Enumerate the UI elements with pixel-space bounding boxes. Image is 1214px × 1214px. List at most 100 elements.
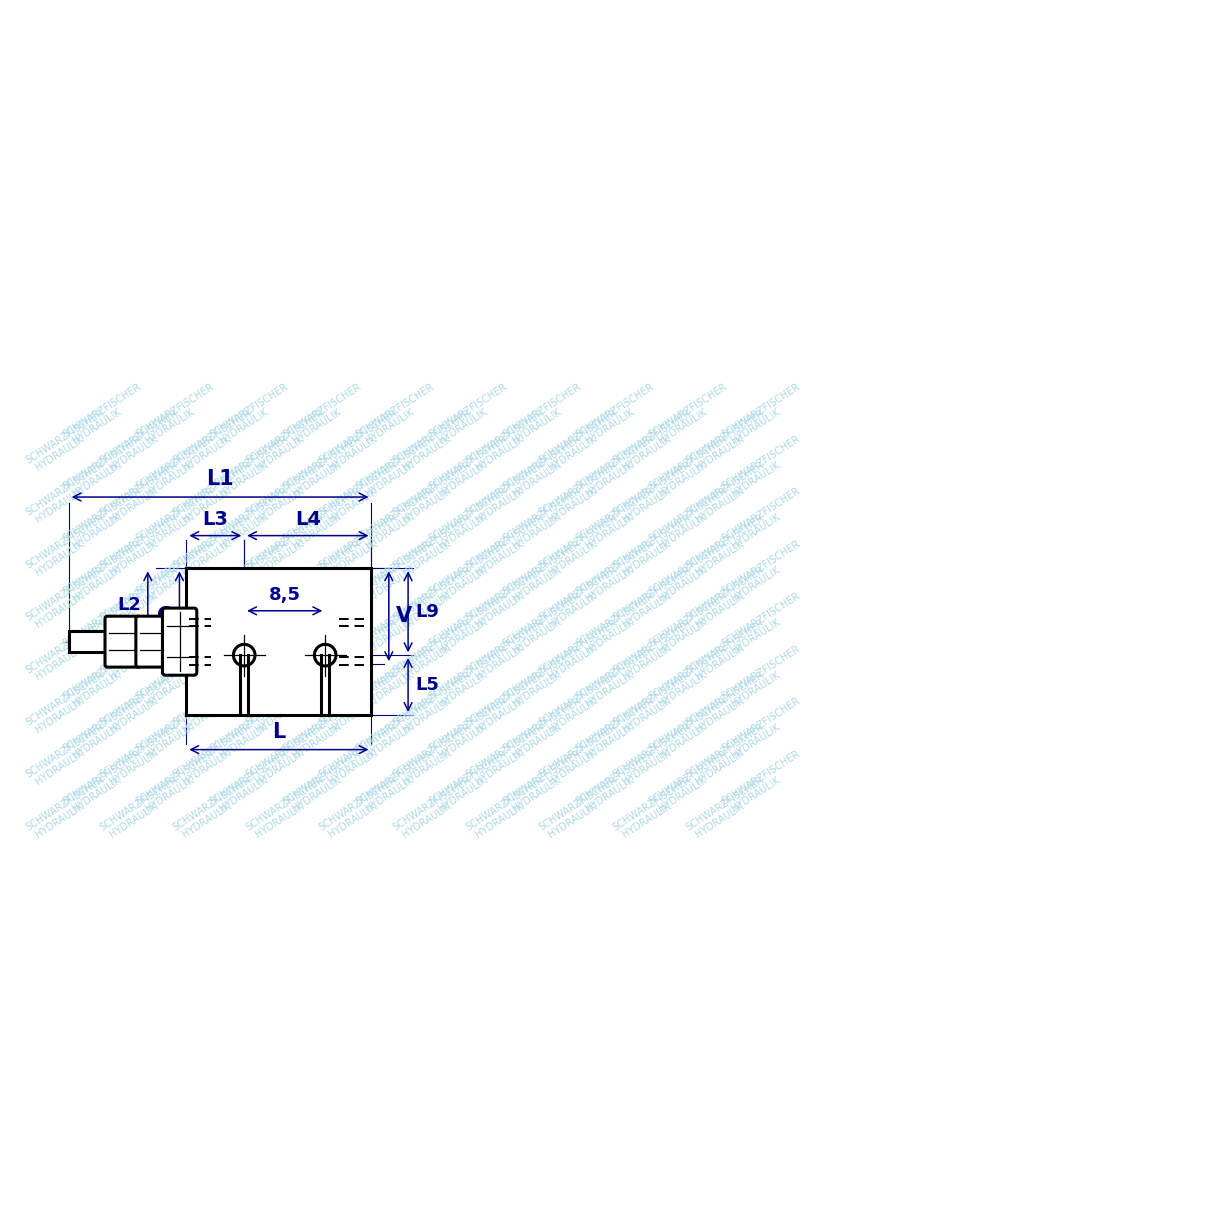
Text: HYDRAULIK: HYDRAULIK [181,486,233,524]
Text: HYDRAULIK: HYDRAULIK [144,670,197,708]
Text: SCHWARZFISCHER: SCHWARZFISCHER [280,748,363,806]
Text: HYDRAULIK: HYDRAULIK [548,486,600,524]
Text: SCHWARZFISCHER: SCHWARZFISCHER [280,433,363,492]
Text: HYDRAULIK: HYDRAULIK [730,512,782,551]
Text: HYDRAULIK: HYDRAULIK [144,722,197,761]
Text: SCHWARZFISCHER: SCHWARZFISCHER [391,617,472,675]
Text: HYDRAULIK: HYDRAULIK [437,775,489,813]
Text: SCHWARZFISCHER: SCHWARZFISCHER [500,591,583,649]
Text: SCHWARZFISCHER: SCHWARZFISCHER [391,670,472,727]
Text: SCHWARZFISCHER: SCHWARZFISCHER [24,460,107,518]
Text: HYDRAULIK: HYDRAULIK [254,801,306,839]
Text: HYDRAULIK: HYDRAULIK [290,565,342,603]
Text: SCHWARZFISCHER: SCHWARZFISCHER [244,565,327,623]
Text: L9: L9 [415,603,439,620]
Text: SCHWARZFISCHER: SCHWARZFISCHER [391,722,472,781]
Text: HYDRAULIK: HYDRAULIK [217,565,270,603]
Text: SCHWARZFISCHER: SCHWARZFISCHER [574,486,656,544]
Text: SCHWARZFISCHER: SCHWARZFISCHER [427,591,510,649]
FancyBboxPatch shape [163,608,197,675]
Text: HYDRAULIK: HYDRAULIK [290,722,342,761]
Text: SCHWARZFISCHER: SCHWARZFISCHER [391,408,472,465]
Text: SCHWARZFISCHER: SCHWARZFISCHER [574,433,656,492]
Text: SCHWARZFISCHER: SCHWARZFISCHER [354,433,436,492]
Text: SCHWARZFISCHER: SCHWARZFISCHER [647,591,730,649]
Text: SCHWARZFISCHER: SCHWARZFISCHER [647,381,730,439]
Text: SCHWARZFISCHER: SCHWARZFISCHER [611,460,692,518]
Text: SCHWARZFISCHER: SCHWARZFISCHER [354,486,436,544]
Text: HYDRAULIK: HYDRAULIK [548,433,600,472]
Text: HYDRAULIK: HYDRAULIK [107,748,159,787]
Text: SCHWARZFISCHER: SCHWARZFISCHER [538,617,619,675]
Text: HYDRAULIK: HYDRAULIK [584,565,636,603]
Text: HYDRAULIK: HYDRAULIK [364,722,416,761]
Text: SCHWARZFISCHER: SCHWARZFISCHER [391,775,472,833]
Text: SCHWARZFISCHER: SCHWARZFISCHER [611,617,692,675]
Text: L5: L5 [415,676,439,694]
Text: SCHWARZFISCHER: SCHWARZFISCHER [318,722,399,781]
Text: HYDRAULIK: HYDRAULIK [107,486,159,524]
Text: SCHWARZFISCHER: SCHWARZFISCHER [61,696,143,754]
Text: SCHWARZFISCHER: SCHWARZFISCHER [171,670,253,727]
Text: HYDRAULIK: HYDRAULIK [584,408,636,447]
Text: SCHWARZFISCHER: SCHWARZFISCHER [538,565,619,623]
Text: SCHWARZFISCHER: SCHWARZFISCHER [244,512,327,571]
Text: SCHWARZFISCHER: SCHWARZFISCHER [427,748,510,806]
Text: HYDRAULIK: HYDRAULIK [657,722,709,761]
Text: HYDRAULIK: HYDRAULIK [107,539,159,577]
Text: HYDRAULIK: HYDRAULIK [217,460,270,499]
Text: HYDRAULIK: HYDRAULIK [70,722,123,761]
Text: HYDRAULIK: HYDRAULIK [730,670,782,708]
Text: SCHWARZFISCHER: SCHWARZFISCHER [171,617,253,675]
Text: HYDRAULIK: HYDRAULIK [693,643,745,682]
Text: HYDRAULIK: HYDRAULIK [620,591,673,630]
Text: SCHWARZFISCHER: SCHWARZFISCHER [720,591,802,649]
Text: HYDRAULIK: HYDRAULIK [401,539,453,577]
Text: HYDRAULIK: HYDRAULIK [34,433,86,472]
Text: HYDRAULIK: HYDRAULIK [327,486,380,524]
Text: HYDRAULIK: HYDRAULIK [327,643,380,682]
Text: HYDRAULIK: HYDRAULIK [254,486,306,524]
Text: SCHWARZFISCHER: SCHWARZFISCHER [574,591,656,649]
Text: SCHWARZFISCHER: SCHWARZFISCHER [280,643,363,702]
Text: SCHWARZFISCHER: SCHWARZFISCHER [208,748,290,806]
Text: SCHWARZFISCHER: SCHWARZFISCHER [611,775,692,833]
Text: HYDRAULIK: HYDRAULIK [437,565,489,603]
Text: HYDRAULIK: HYDRAULIK [181,643,233,682]
Text: SCHWARZFISCHER: SCHWARZFISCHER [208,381,290,439]
Text: SCHWARZFISCHER: SCHWARZFISCHER [171,512,253,571]
Text: SCHWARZFISCHER: SCHWARZFISCHER [24,775,107,833]
Text: HYDRAULIK: HYDRAULIK [620,748,673,787]
Text: SCHWARZFISCHER: SCHWARZFISCHER [280,486,363,544]
Text: SCHWARZFISCHER: SCHWARZFISCHER [464,775,546,833]
Text: SCHWARZFISCHER: SCHWARZFISCHER [611,408,692,465]
Text: HYDRAULIK: HYDRAULIK [693,591,745,630]
Text: SCHWARZFISCHER: SCHWARZFISCHER [135,433,216,492]
Text: L1: L1 [206,470,234,489]
Text: SCHWARZFISCHER: SCHWARZFISCHER [61,381,143,439]
Text: HYDRAULIK: HYDRAULIK [584,775,636,813]
Text: SCHWARZFISCHER: SCHWARZFISCHER [280,539,363,596]
Text: HYDRAULIK: HYDRAULIK [364,408,416,447]
Text: HYDRAULIK: HYDRAULIK [217,408,270,447]
Text: SCHWARZFISCHER: SCHWARZFISCHER [318,775,399,833]
Text: SCHWARZFISCHER: SCHWARZFISCHER [574,696,656,754]
Text: HYDRAULIK: HYDRAULIK [181,539,233,577]
Text: HYDRAULIK: HYDRAULIK [181,433,233,472]
Text: HYDRAULIK: HYDRAULIK [327,801,380,839]
Text: HYDRAULIK: HYDRAULIK [473,433,526,472]
Text: HYDRAULIK: HYDRAULIK [473,801,526,839]
Text: SCHWARZFISCHER: SCHWARZFISCHER [280,381,363,439]
Text: HYDRAULIK: HYDRAULIK [107,643,159,682]
Text: HYDRAULIK: HYDRAULIK [327,748,380,787]
Text: SCHWARZFISCHER: SCHWARZFISCHER [280,591,363,649]
Text: HYDRAULIK: HYDRAULIK [34,643,86,682]
Text: SCHWARZFISCHER: SCHWARZFISCHER [720,486,802,544]
Text: HYDRAULIK: HYDRAULIK [70,670,123,708]
Text: SCHWARZFISCHER: SCHWARZFISCHER [208,486,290,544]
Text: SCHWARZFISCHER: SCHWARZFISCHER [24,408,107,465]
Text: HYDRAULIK: HYDRAULIK [364,512,416,551]
Text: HYDRAULIK: HYDRAULIK [693,696,745,734]
Text: HYDRAULIK: HYDRAULIK [730,617,782,656]
Text: SCHWARZFISCHER: SCHWARZFISCHER [720,433,802,492]
